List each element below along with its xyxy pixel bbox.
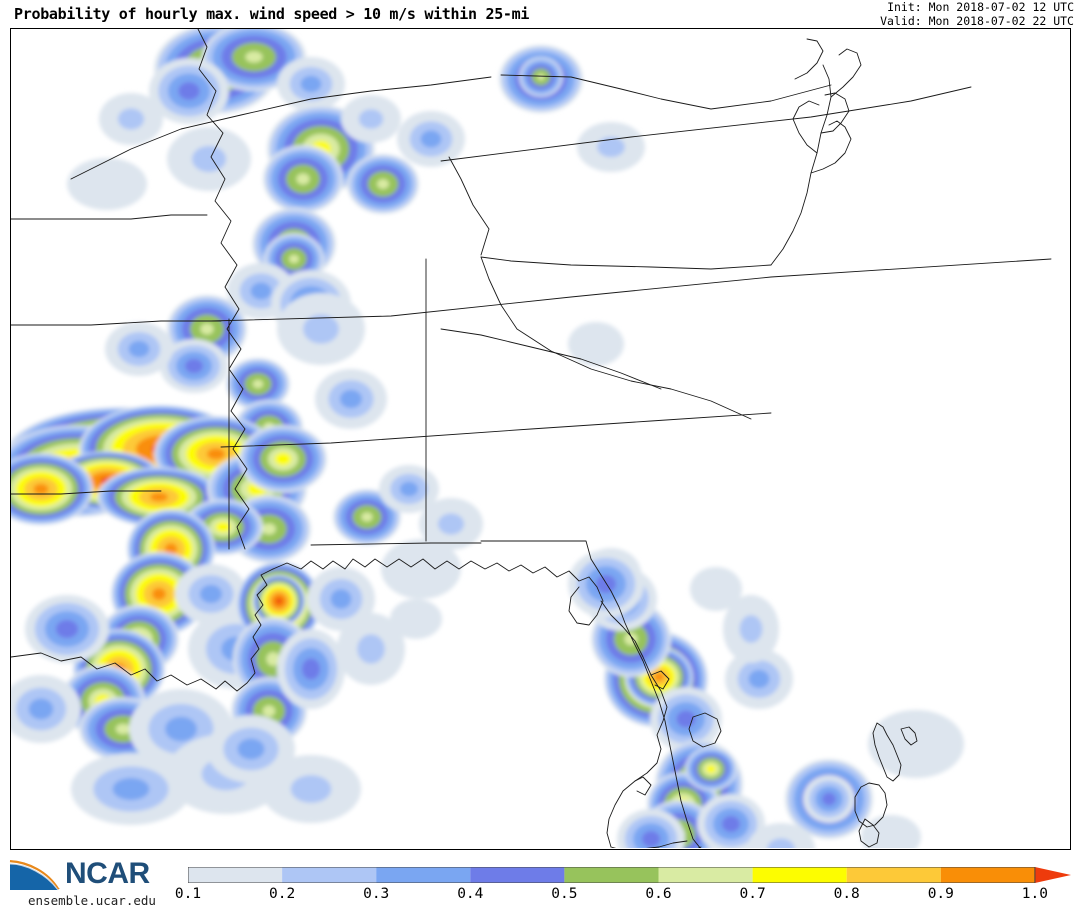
colorbar-tick-label: 0.5	[551, 886, 578, 902]
plot-header: Probability of hourly max. wind speed > …	[0, 0, 1080, 28]
colorbar-tick-label: 0.3	[363, 886, 390, 902]
colorbar-tick-label: 0.2	[268, 886, 296, 902]
colorbar-tick-labels: 0.1 0.2 0.3 0.4 0.5 0.6 0.7 0.8 0.9 1.0	[175, 886, 1071, 906]
colorbar-tick-label: 0.4	[457, 886, 484, 902]
colorbar-bin-0.2-0.3	[282, 867, 377, 883]
ncar-url-label: ensemble.ucar.edu	[28, 893, 156, 908]
colorbar-bin-0.6-0.7	[658, 867, 753, 883]
init-time-label: Init: Mon 2018-07-02 12 UTC	[887, 0, 1074, 14]
colorbar-legend: 0.1 0.2 0.3 0.4 0.5 0.6 0.7 0.8 0.9 1.0	[0, 852, 1080, 915]
colorbar-tick-label: 0.9	[927, 886, 954, 902]
colorbar-bin-0.1-0.2	[188, 867, 283, 883]
ncar-mountain-icon	[9, 858, 60, 891]
colorbar-bins	[188, 867, 1071, 883]
ncar-logo[interactable]: NCAR ensemble.ucar.edu	[8, 856, 178, 912]
map-boundaries	[11, 29, 1052, 848]
colorbar-tick-label: 0.1	[174, 886, 202, 902]
colorbar-swatches[interactable]	[188, 867, 1071, 883]
probability-contour-map	[11, 29, 1052, 848]
page-title: Probability of hourly max. wind speed > …	[14, 5, 530, 23]
colorbar-bin-0.8-0.9	[846, 867, 941, 883]
valid-time-label: Valid: Mon 2018-07-02 22 UTC	[880, 13, 1074, 28]
colorbar-bin-0.3-0.4	[376, 867, 471, 883]
probability-field	[11, 29, 964, 848]
colorbar-overflow-arrow	[1034, 867, 1071, 883]
colorbar-bin-0.5-0.6	[564, 867, 659, 883]
map-panel[interactable]	[10, 28, 1071, 850]
forecast-time-block: Init: Mon 2018-07-02 12 UTC Valid: Mon 2…	[880, 0, 1074, 28]
colorbar-tick-label: 0.6	[645, 886, 672, 902]
ncar-wordmark: NCAR	[65, 857, 150, 890]
colorbar-bin-0.7-0.8	[752, 867, 847, 883]
colorbar-outline	[188, 867, 1036, 883]
colorbar-tick-label: 0.8	[833, 886, 860, 902]
colorbar-tick-label: 0.7	[739, 886, 766, 902]
colorbar-bin-0.4-0.5	[470, 867, 565, 883]
colorbar-bin-0.9-1.0	[940, 867, 1035, 883]
colorbar-tick-label: 1.0	[1021, 886, 1048, 902]
